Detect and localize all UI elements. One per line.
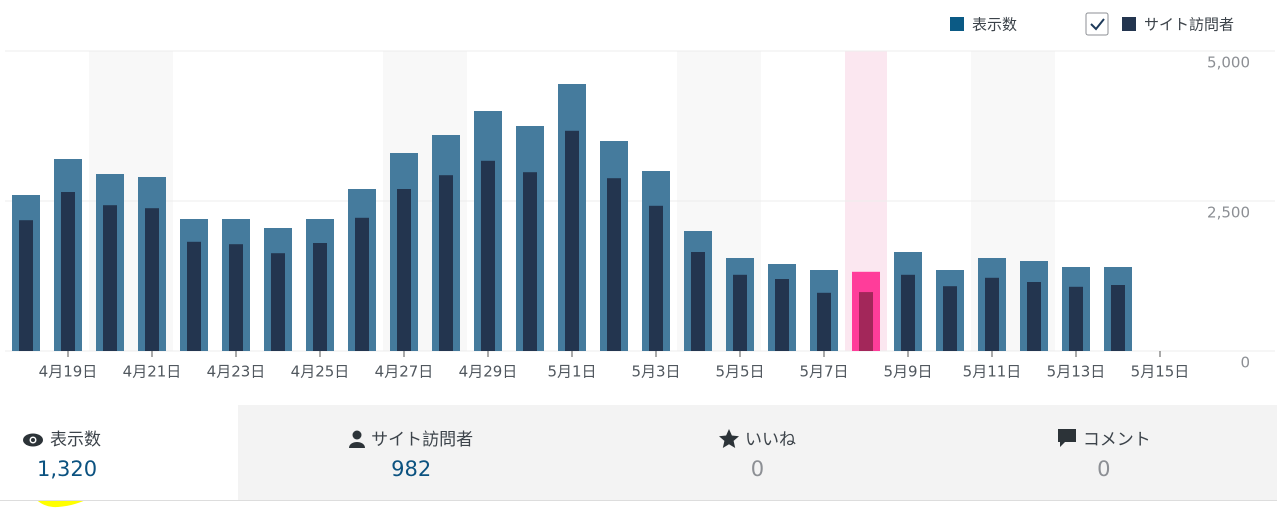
x-tick-label: 5月13日: [1047, 363, 1106, 381]
legend-swatch: [1122, 17, 1136, 31]
tab-comments[interactable]: コメント 0: [931, 405, 1277, 500]
tab-likes[interactable]: いいね 0: [584, 405, 930, 500]
tab-value: 0: [750, 457, 765, 481]
bar: [355, 217, 369, 351]
tab-label: 表示数: [50, 430, 101, 450]
x-tick-label: 4月21日: [123, 363, 182, 381]
y-tick-label: 0: [1240, 354, 1250, 372]
bar: [187, 241, 201, 351]
legend-label: サイト訪問者: [1144, 16, 1234, 34]
x-tick-label: 4月25日: [291, 363, 350, 381]
tab-label: サイト訪問者: [371, 430, 474, 450]
bar: [61, 192, 75, 351]
bar: [229, 244, 243, 351]
y-tick-label: 2,500: [1207, 204, 1250, 222]
x-tick-label: 5月5日: [715, 363, 764, 381]
tab-visitors[interactable]: サイト訪問者 982: [238, 405, 584, 500]
bar: [1111, 285, 1125, 351]
bar: [859, 292, 873, 351]
x-tick-label: 5月1日: [547, 363, 596, 381]
x-tick-label: 4月19日: [39, 363, 98, 381]
bar: [565, 130, 579, 351]
summary-tabs: 表示数 1,320 サイト訪問者 982 いいね 0 コメント 0: [0, 405, 1277, 501]
bar: [523, 172, 537, 351]
tab-value: 0: [1097, 457, 1111, 481]
chart: 0 2,500 5,000 4月19日 4月21日 4月23日 4月25日 4月27日 4月29…: [5, 12, 1275, 381]
bar: [439, 175, 453, 351]
x-tick-label: 5月11日: [963, 363, 1022, 381]
tab-label: いいね: [744, 430, 796, 450]
bar: [985, 277, 999, 351]
bar: [649, 205, 663, 351]
legend-checkbox[interactable]: [1085, 12, 1109, 36]
legend-label: 表示数: [972, 16, 1017, 34]
bar: [817, 292, 831, 351]
y-tick-label: 5,000: [1207, 54, 1250, 72]
bar: [145, 208, 159, 351]
bar: [271, 253, 285, 351]
bar: [943, 286, 957, 351]
tab-label: コメント: [1082, 430, 1151, 450]
tab-value: 982: [391, 457, 432, 481]
x-tick-label: 5月7日: [799, 363, 848, 381]
bar: [313, 243, 327, 351]
comment-icon: [1057, 429, 1076, 447]
x-tick-label: 4月29日: [459, 363, 518, 381]
tab-value: 1,320: [37, 457, 98, 481]
checkmark: [1090, 18, 1105, 31]
star-icon: [718, 429, 739, 448]
person-icon: [349, 430, 366, 448]
eye-icon: [23, 433, 43, 447]
legend-swatch: [950, 17, 964, 31]
x-tick-label: 5月15日: [1131, 363, 1190, 381]
x-tick-label: 5月3日: [631, 363, 680, 381]
bar: [691, 252, 705, 351]
bar: [19, 220, 33, 351]
bar: [901, 274, 915, 351]
bar: [607, 178, 621, 351]
bar: [733, 274, 747, 351]
x-tick-label: 4月27日: [375, 363, 434, 381]
x-tick-label: 4月23日: [207, 363, 266, 381]
bar: [1069, 286, 1083, 351]
bar: [481, 160, 495, 351]
bar: [103, 205, 117, 351]
x-tick-label: 5月9日: [883, 363, 932, 381]
tab-views[interactable]: 表示数 1,320: [0, 405, 238, 500]
bar: [775, 279, 789, 351]
bar: [397, 189, 411, 351]
bar: [1027, 282, 1041, 351]
